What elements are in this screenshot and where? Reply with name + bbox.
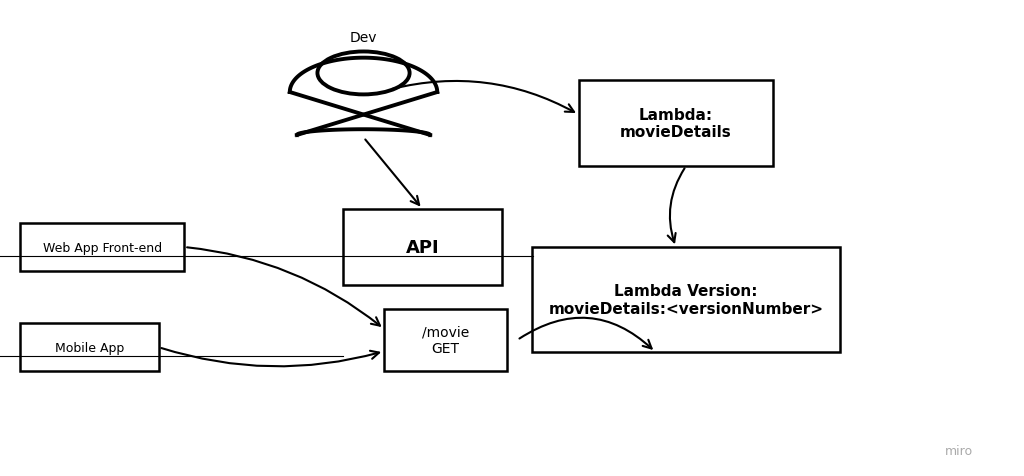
Text: Dev: Dev [350,31,377,45]
Text: Web App Front-end: Web App Front-end [43,241,162,254]
FancyBboxPatch shape [532,248,840,352]
Text: miro: miro [945,444,973,457]
Text: /movie
GET: /movie GET [422,325,469,356]
FancyBboxPatch shape [579,81,773,167]
Text: Lambda Version:
movieDetails:<versionNumber>: Lambda Version: movieDetails:<versionNum… [549,284,823,316]
Text: API: API [406,238,439,257]
Text: Lambda:
movieDetails: Lambda: movieDetails [620,108,732,140]
FancyBboxPatch shape [384,309,507,371]
Text: Mobile App: Mobile App [55,341,124,354]
FancyBboxPatch shape [20,224,184,271]
FancyBboxPatch shape [343,209,502,286]
FancyBboxPatch shape [20,324,159,371]
